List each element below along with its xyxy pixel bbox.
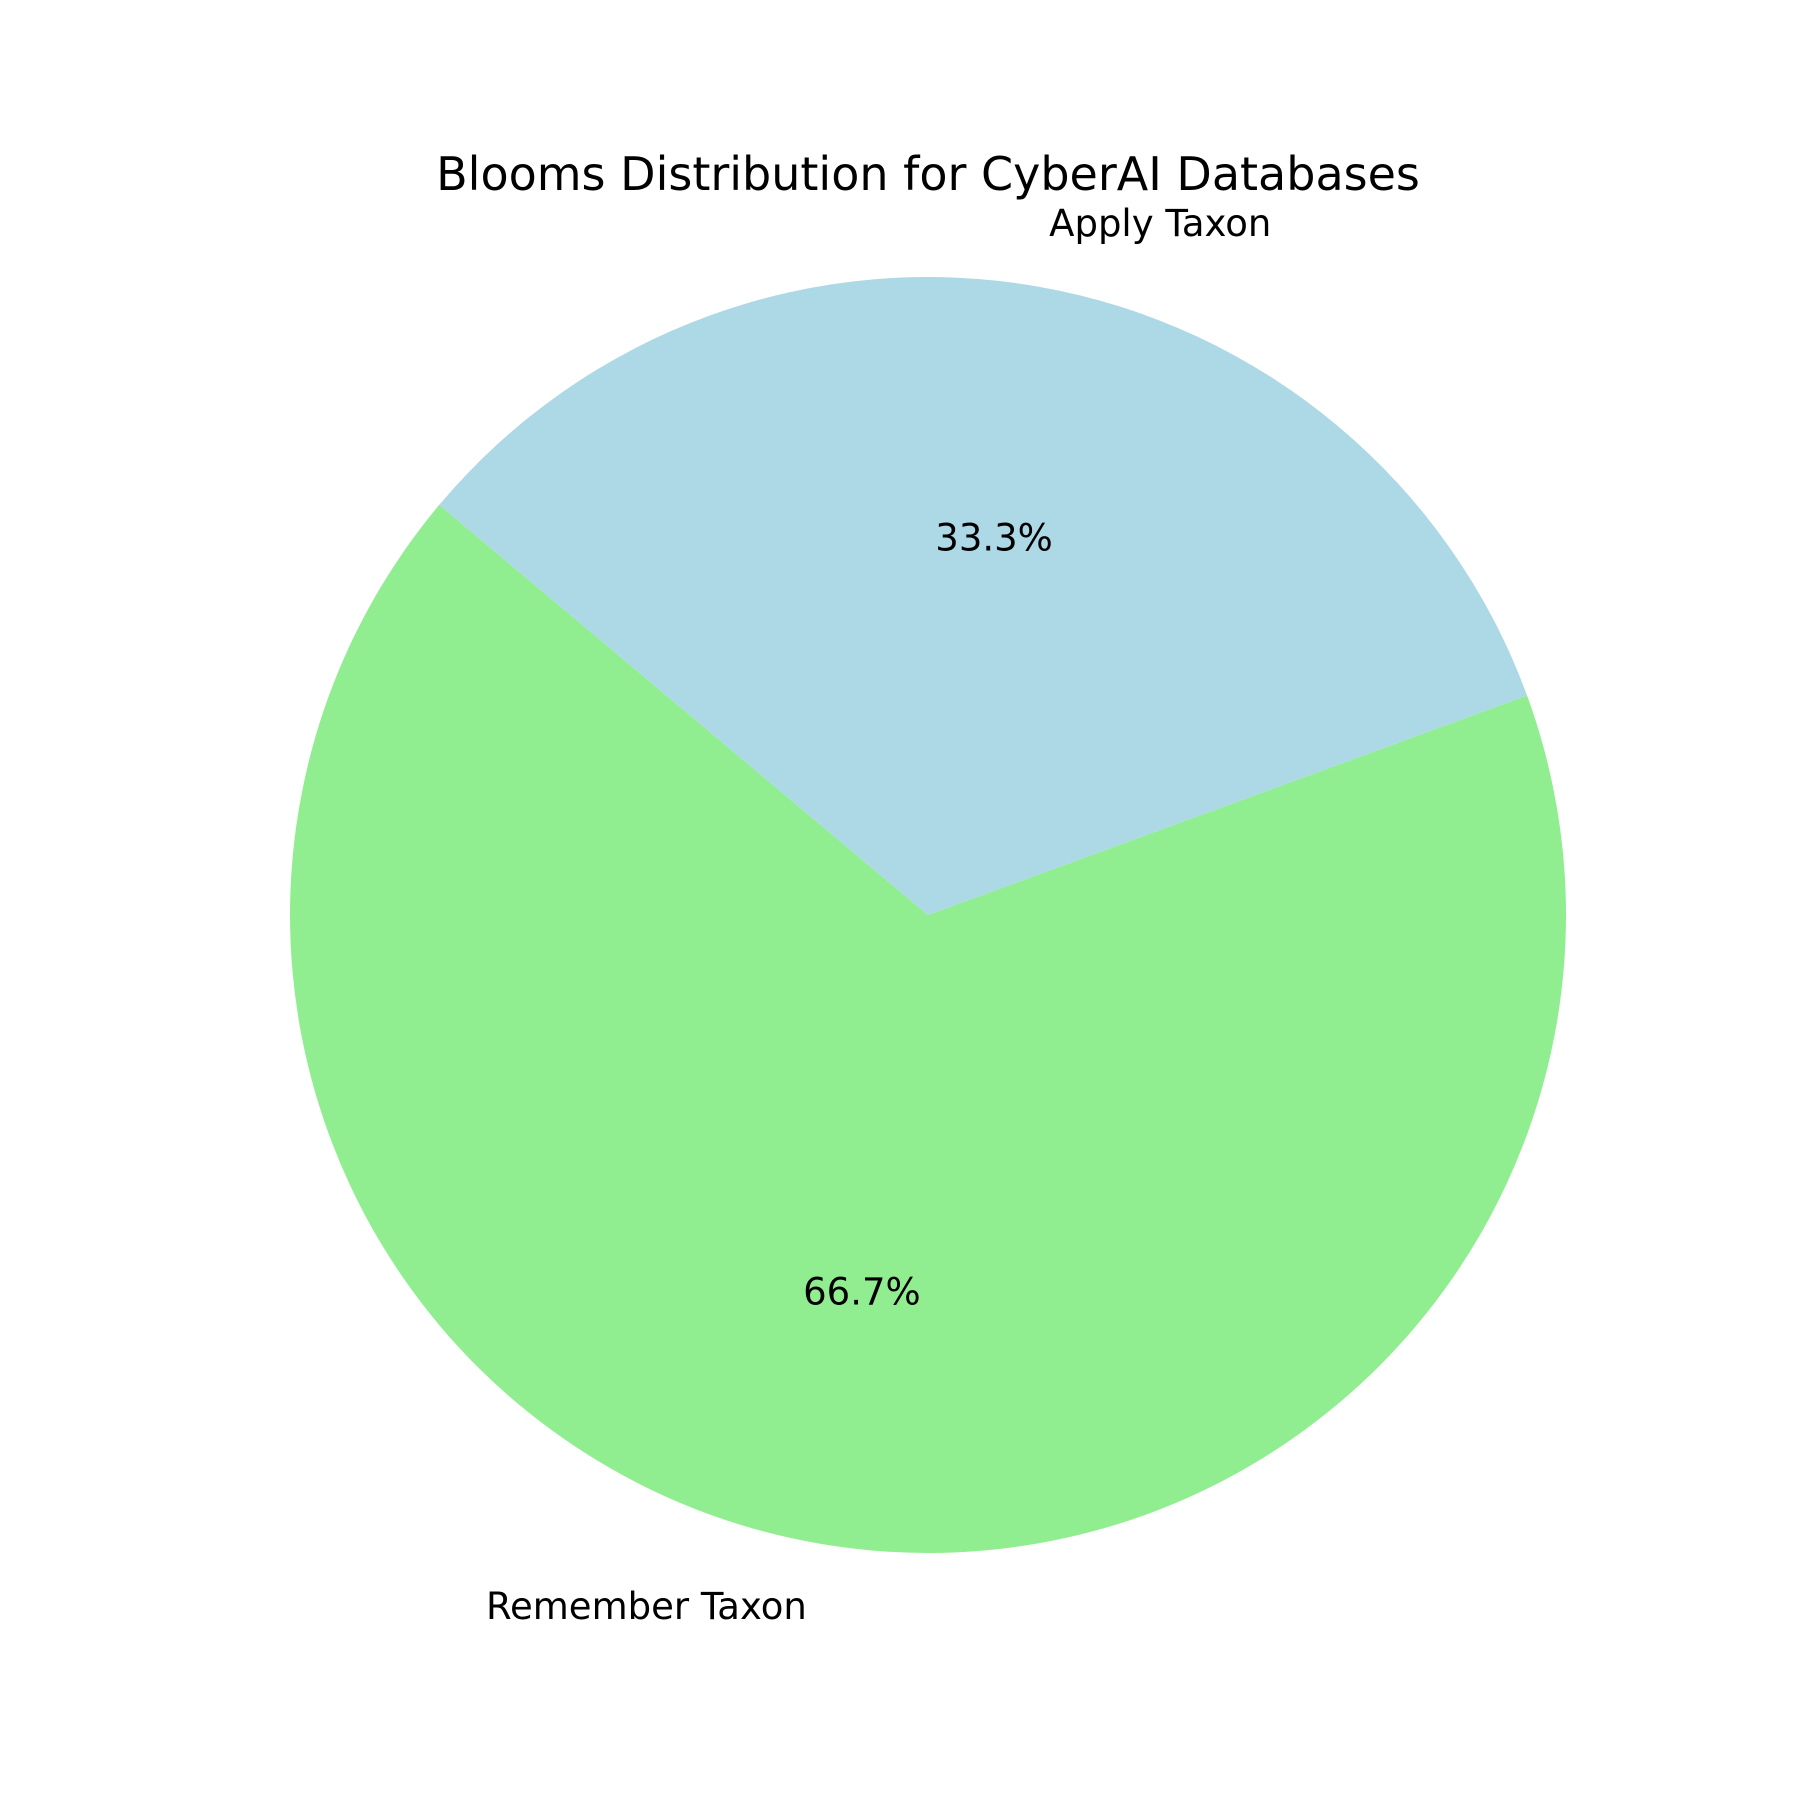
pie-category-label-apply-taxon: Apply Taxon (1049, 202, 1271, 245)
pie-category-label-remember-taxon: Remember Taxon (486, 1585, 807, 1628)
pie-labels: 66.7% Remember Taxon 33.3% Apply Taxon (486, 202, 1271, 1628)
pie-slice-apply-taxon (439, 277, 1528, 915)
chart-title: Blooms Distribution for CyberAI Database… (436, 147, 1420, 201)
pie-slices (290, 277, 1567, 1554)
pie-pct-label-apply-taxon: 33.3% (935, 516, 1053, 559)
pie-slice-remember-taxon (290, 504, 1567, 1554)
pie-pct-label-remember-taxon: 66.7% (803, 1271, 921, 1314)
